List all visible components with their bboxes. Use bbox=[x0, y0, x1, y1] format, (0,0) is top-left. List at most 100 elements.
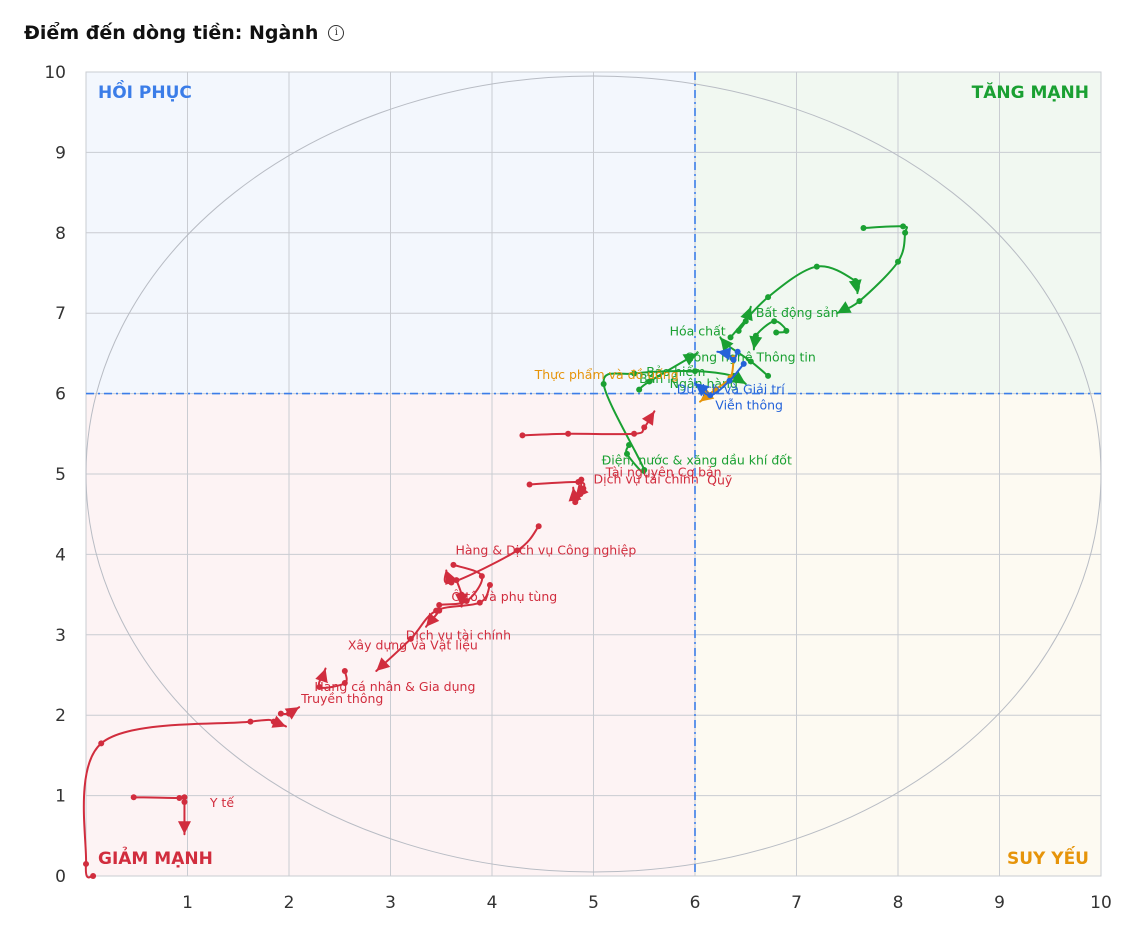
series-point bbox=[856, 298, 863, 305]
series-point bbox=[727, 334, 734, 341]
y-tick-label: 4 bbox=[55, 545, 66, 565]
series-arrow bbox=[284, 707, 300, 720]
axis-ticks: 1 2 3 4 5 6 7 8 9 10 0 1 2 3 4 5 6 7 8 9 10 bbox=[44, 63, 1111, 913]
series-10: Tài nguyên Cơ bản bbox=[519, 410, 722, 479]
series-point bbox=[526, 481, 533, 488]
x-tick-label: 4 bbox=[487, 893, 498, 913]
series-point bbox=[600, 380, 607, 387]
series-arrow bbox=[177, 821, 191, 835]
series-point bbox=[565, 430, 572, 437]
y-tick-label: 6 bbox=[55, 385, 66, 405]
series-1: Hóa chất bbox=[670, 263, 862, 341]
series-point bbox=[90, 873, 97, 879]
series-arrow bbox=[717, 347, 732, 361]
series-arrow bbox=[695, 383, 710, 397]
series-point bbox=[631, 370, 638, 377]
series-point bbox=[641, 424, 648, 431]
threshold-lines bbox=[86, 72, 1101, 876]
y-tick-label: 5 bbox=[55, 465, 66, 485]
series-point bbox=[895, 258, 901, 265]
series-point bbox=[747, 358, 754, 365]
series-point bbox=[476, 599, 483, 606]
x-tick-label: 10 bbox=[1090, 893, 1112, 913]
series-point bbox=[900, 223, 907, 230]
quadrant-label-bottom-right: SUY YẾU bbox=[1007, 845, 1089, 869]
series-label: Ngân hàng bbox=[670, 376, 738, 391]
series-13: Hàng & Dịch vụ Công nghiệp bbox=[443, 523, 636, 586]
series-label: Viễn thông bbox=[715, 398, 783, 413]
series-point bbox=[181, 794, 188, 801]
series-point bbox=[860, 224, 867, 231]
series-label: Quỹ bbox=[707, 472, 733, 487]
series-point bbox=[181, 799, 188, 806]
series-point bbox=[631, 430, 638, 437]
info-circle-icon[interactable]: i bbox=[328, 25, 345, 41]
y-tick-label: 3 bbox=[55, 626, 66, 646]
series-arrow bbox=[848, 279, 862, 294]
series-point bbox=[575, 479, 582, 486]
chart-header: Điểm đến dòng tiền: Ngành i bbox=[24, 22, 345, 44]
series-label: Tài nguyên Cơ bản bbox=[605, 464, 722, 479]
series-arrow bbox=[271, 715, 286, 728]
series-point bbox=[341, 667, 348, 674]
series-point bbox=[83, 860, 89, 867]
series-label: Điện, nước & xăng dầu khí đốt bbox=[602, 452, 792, 467]
series-19: Y tế bbox=[130, 794, 234, 836]
series-point bbox=[740, 360, 747, 367]
series-point bbox=[765, 372, 772, 379]
series-label: Truyền thông bbox=[300, 691, 383, 706]
series-label: Dịch vụ tài chính bbox=[406, 628, 511, 643]
series-point bbox=[902, 229, 909, 236]
x-tick-label: 1 bbox=[182, 893, 193, 913]
series-point bbox=[707, 392, 714, 399]
series-point bbox=[692, 368, 698, 375]
series-label: Hàng & Dịch vụ Công nghiệp bbox=[455, 542, 636, 557]
series-point bbox=[626, 442, 633, 449]
x-tick-label: 3 bbox=[385, 893, 396, 913]
series-point bbox=[407, 635, 414, 642]
y-tick-label: 7 bbox=[55, 304, 66, 324]
series-point bbox=[519, 432, 526, 439]
series-20 bbox=[82, 715, 287, 879]
series-point bbox=[130, 794, 137, 801]
series-point bbox=[765, 294, 772, 301]
series-point bbox=[341, 680, 348, 687]
series-arrow bbox=[455, 593, 469, 607]
series-16: Dịch vụ tài chính bbox=[406, 577, 511, 643]
series-point bbox=[478, 573, 485, 580]
series-arrow bbox=[445, 570, 458, 585]
series-point bbox=[742, 318, 749, 325]
series-arrow bbox=[740, 306, 753, 322]
series-point bbox=[535, 523, 542, 530]
series-point bbox=[773, 329, 780, 336]
series-point bbox=[247, 718, 254, 725]
x-tick-label: 2 bbox=[284, 893, 295, 913]
series-2: Công nghệ Thông tin bbox=[685, 318, 816, 364]
series-label: Công nghệ Thông tin bbox=[685, 349, 816, 364]
series-point bbox=[176, 795, 183, 802]
series-point bbox=[641, 466, 648, 473]
series-17: Hàng cá nhân & Gia dụng bbox=[314, 667, 475, 694]
series-point bbox=[623, 450, 630, 457]
series-label: Xây dựng và Vật liệu bbox=[348, 637, 478, 652]
ellipse bbox=[85, 75, 1102, 873]
series-point bbox=[450, 561, 457, 568]
series-arrow bbox=[376, 657, 391, 671]
series-point bbox=[486, 581, 493, 588]
quadrant-labels: HỒI PHỤC TĂNG MẠNH GIẢM MẠNH SUY YẾU bbox=[98, 79, 1089, 869]
series-layer: Bất động sản Hóa chất Công nghệ Thông tin B… bbox=[82, 223, 909, 879]
series-label: Du lịch và Giải trí bbox=[677, 382, 786, 397]
y-tick-label: 8 bbox=[55, 224, 66, 244]
series-arrow bbox=[315, 668, 328, 683]
series-point bbox=[436, 602, 443, 609]
series-point bbox=[735, 327, 742, 334]
series-point bbox=[514, 547, 521, 554]
series-5: Điện, nước & xăng dầu khí đốt bbox=[600, 368, 792, 474]
y-tick-label: 2 bbox=[55, 706, 66, 726]
series-15: Xây dựng và Vật liệu bbox=[348, 581, 493, 672]
series-label: Hóa chất bbox=[670, 324, 726, 339]
y-tick-label: 10 bbox=[44, 63, 66, 83]
series-18: Truyền thông bbox=[277, 691, 383, 720]
series-point bbox=[646, 378, 653, 385]
series-point bbox=[771, 318, 778, 325]
